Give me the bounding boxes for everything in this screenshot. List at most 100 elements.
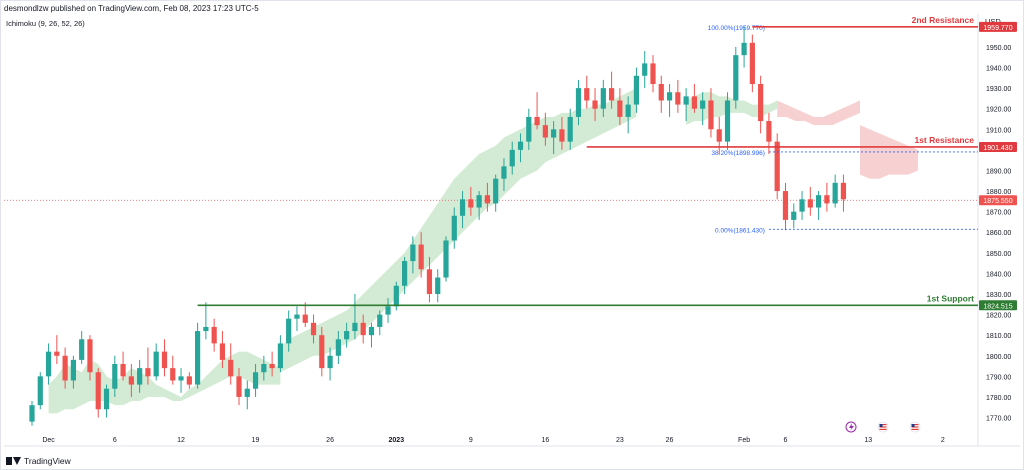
candle-body[interactable] [377,314,383,327]
candle-body[interactable] [335,339,341,356]
candle-body[interactable] [559,129,565,142]
candle-body[interactable] [352,322,358,332]
candle-body[interactable] [87,339,93,373]
candle-body[interactable] [269,364,275,369]
candle-body[interactable] [79,339,85,360]
candle-body[interactable] [153,351,159,377]
candle-body[interactable] [758,84,764,122]
candle-body[interactable] [501,166,507,179]
candle-body[interactable] [128,376,134,385]
candle-body[interactable] [426,269,433,294]
candle-body[interactable] [724,100,731,142]
candle-body[interactable] [468,199,474,208]
candle-body[interactable] [112,364,118,389]
candle-body[interactable] [484,195,490,204]
ichimoku-indicator-label[interactable]: Ichimoku (9, 26, 52, 26) [6,19,85,28]
candle-body[interactable] [617,100,623,117]
candle-body[interactable] [219,343,226,360]
candle-body[interactable] [418,244,424,270]
candle-body[interactable] [551,129,557,138]
candle-body[interactable] [45,351,52,377]
candle-body[interactable] [344,331,350,340]
candle-body[interactable] [410,244,416,262]
candle-body[interactable] [236,376,242,397]
candle-body[interactable] [534,116,540,126]
candle-body[interactable] [244,388,250,397]
candle-body[interactable] [526,116,532,142]
candle-body[interactable] [476,195,482,208]
candle-body[interactable] [609,88,615,101]
candle-body[interactable] [54,351,60,356]
candle-body[interactable] [277,343,283,369]
candle-body[interactable] [600,88,606,109]
candle-body[interactable] [542,125,548,138]
candle-body[interactable] [625,104,631,117]
candle-body[interactable] [592,100,598,109]
candle-body[interactable] [319,335,325,369]
candle-body[interactable] [451,215,457,241]
candle-body[interactable] [178,376,184,381]
candle-body[interactable] [368,326,375,336]
candle-body[interactable] [584,88,590,101]
candle-body[interactable] [691,96,697,109]
candle-body[interactable] [700,100,706,109]
candle-body[interactable] [774,141,780,192]
candle-body[interactable] [766,121,772,142]
candle-body[interactable] [443,240,449,278]
candle-body[interactable] [70,359,76,381]
candle-body[interactable] [195,331,201,385]
candle-body[interactable] [517,141,524,150]
candle-body[interactable] [103,388,110,410]
candle-body[interactable] [816,195,822,208]
candle-body[interactable] [749,42,755,84]
candle-body[interactable] [733,55,739,101]
candle-body[interactable] [302,314,308,323]
candle-body[interactable] [137,368,143,385]
candle-body[interactable] [840,182,847,200]
candle-body[interactable] [666,92,673,101]
candle-body[interactable] [294,314,300,319]
candle-body[interactable] [186,376,192,385]
candle-body[interactable] [402,261,408,286]
candle-body[interactable] [393,285,399,307]
candle-body[interactable] [161,351,168,369]
candle-body[interactable] [782,191,789,220]
candle-body[interactable] [708,100,714,130]
tradingview-logo[interactable]: TradingView [6,456,71,466]
candle-body[interactable] [203,326,209,332]
candle-body[interactable] [675,92,681,105]
candle-body[interactable] [642,63,648,76]
candle-body[interactable] [37,376,43,406]
candle-body[interactable] [650,63,656,84]
candle-body[interactable] [145,368,151,377]
candle-body[interactable] [327,355,333,369]
candle-body[interactable] [807,199,813,208]
candle-body[interactable] [791,211,797,220]
candle-body[interactable] [575,88,582,117]
candle-body[interactable] [824,195,830,204]
candle-body[interactable] [633,75,640,105]
candle-body[interactable] [567,116,573,142]
candle-body[interactable] [799,199,805,212]
candle-body[interactable] [493,178,499,204]
candle-body[interactable] [29,405,35,422]
candle-body[interactable] [211,326,217,344]
candle-body[interactable] [310,322,317,336]
candle-body[interactable] [509,149,515,167]
candle-body[interactable] [741,42,747,56]
candle-body[interactable] [459,199,466,216]
candle-body[interactable] [62,355,68,381]
candle-body[interactable] [95,372,101,410]
candle-body[interactable] [385,306,391,315]
candle-body[interactable] [252,372,259,389]
candle-body[interactable] [435,277,441,294]
candle-body[interactable] [170,368,176,381]
candle-body[interactable] [658,84,664,101]
candle-body[interactable] [832,182,838,204]
candle-body[interactable] [228,359,234,377]
candle-body[interactable] [716,129,722,142]
candle-body[interactable] [120,364,126,377]
candle-body[interactable] [261,364,267,373]
candle-body[interactable] [360,322,366,336]
